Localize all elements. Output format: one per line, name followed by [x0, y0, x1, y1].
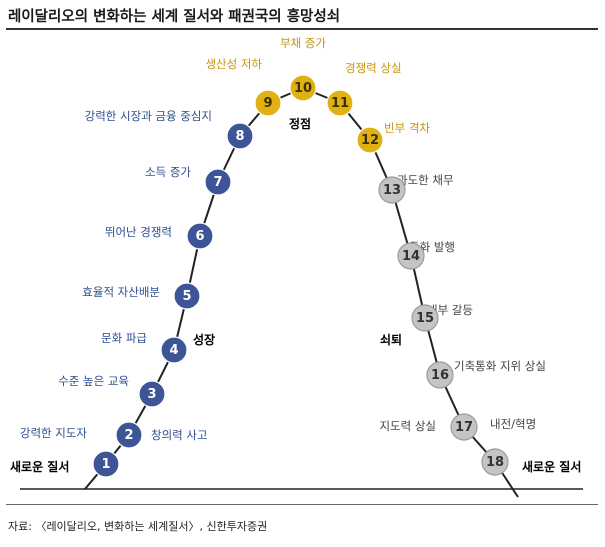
stage-number: 6 [195, 229, 204, 244]
stage-circle [92, 450, 120, 478]
stage-number: 3 [147, 387, 156, 402]
stage-circle [356, 126, 384, 154]
stage-node-18: 18 [481, 448, 509, 476]
stage-node-11: 11 [326, 89, 354, 117]
stage-label-7: 소득 증가 [145, 165, 191, 179]
stage-node-17: 17 [450, 413, 478, 441]
stage-label-5: 효율적 자산배분 [82, 285, 160, 299]
stage-circle [481, 448, 509, 476]
source-note: 자료: 〈레이달리오, 변화하는 세계질서〉, 신한투자증권 [8, 520, 268, 533]
stage-circle [326, 89, 354, 117]
stage-circle [138, 380, 166, 408]
stage-number: 1 [101, 457, 110, 472]
stage-circle [226, 122, 254, 150]
stage-node-1: 1 [92, 450, 120, 478]
stage-label-17: 지도력 상실 [379, 419, 436, 433]
stage-label-13: 과도한 채무 [397, 173, 454, 187]
phase-peak-label: 정점 [289, 116, 311, 131]
stage-circle [204, 168, 232, 196]
stage-label-18: 내전/혁명 [490, 417, 536, 431]
stage-number: 17 [455, 420, 473, 435]
stage-number: 15 [416, 311, 434, 326]
stage-number: 5 [182, 289, 191, 304]
stage-number: 2 [124, 428, 133, 443]
stage-node-13: 13 [378, 176, 406, 204]
stage-node-9: 9 [254, 89, 282, 117]
stage-number: 16 [431, 368, 449, 383]
stage-circle [115, 421, 143, 449]
stage-node-5: 5 [173, 282, 201, 310]
phase-end-label: 새로운 질서 [522, 459, 581, 474]
page-title: 레이달리오의 변화하는 세계 질서와 패권국의 흥망성쇠 [8, 9, 341, 25]
stage-number: 11 [331, 96, 349, 111]
phase-growth-label: 성장 [193, 333, 215, 347]
stage-node-12: 12 [356, 126, 384, 154]
stage-node-3: 3 [138, 380, 166, 408]
stage-label-6: 뛰어난 경쟁력 [105, 225, 172, 239]
footer-divider [6, 504, 598, 505]
stage-circle [411, 304, 439, 332]
stage-number: 14 [402, 249, 420, 264]
stage-number: 7 [213, 175, 222, 190]
stage-node-2: 2 [115, 421, 143, 449]
stage-node-6: 6 [186, 222, 214, 250]
stage-label-4: 문화 파급 [101, 331, 147, 345]
stage-number: 4 [169, 343, 178, 358]
stage-circle [397, 242, 425, 270]
stage-label-15: 내부 갈등 [427, 303, 473, 317]
stage-number: 9 [263, 96, 272, 111]
stage-circle [378, 176, 406, 204]
stage-label-12: 빈부 격차 [384, 121, 430, 135]
stage-node-7: 7 [204, 168, 232, 196]
stage-node-8: 8 [226, 122, 254, 150]
phase-start-label: 새로운 질서 [10, 459, 69, 474]
stage-label-10: 부채 증가 [280, 36, 326, 50]
stage-label-8: 강력한 시장과 금융 중심지 [85, 109, 212, 123]
stage-number: 18 [486, 455, 504, 470]
stage-number: 10 [294, 81, 312, 96]
stage-circle [173, 282, 201, 310]
stage-node-10: 10 [289, 74, 317, 102]
stage-label-16: 기축통화 지위 상실 [454, 359, 546, 373]
stage-circle [450, 413, 478, 441]
stage-circle [186, 222, 214, 250]
stage-label-9: 생산성 저하 [205, 57, 262, 71]
stage-label-2: 창의력 사고 [151, 428, 208, 442]
stage-node-16: 16 [426, 361, 454, 389]
stage-number: 8 [235, 129, 244, 144]
stage-label-1: 강력한 지도자 [20, 426, 88, 440]
stage-number: 13 [383, 183, 401, 198]
stage-label-3: 수준 높은 교육 [58, 374, 129, 388]
stage-node-15: 15 [411, 304, 439, 332]
phase-decline-label: 쇠퇴 [380, 332, 402, 347]
stage-circle [160, 336, 188, 364]
stage-label-11: 경쟁력 상실 [345, 61, 402, 75]
stage-circle [426, 361, 454, 389]
title-divider [6, 28, 598, 30]
stage-circle [254, 89, 282, 117]
stage-node-14: 14 [397, 242, 425, 270]
stage-number: 12 [361, 133, 379, 148]
stage-node-4: 4 [160, 336, 188, 364]
stage-circle [289, 74, 317, 102]
